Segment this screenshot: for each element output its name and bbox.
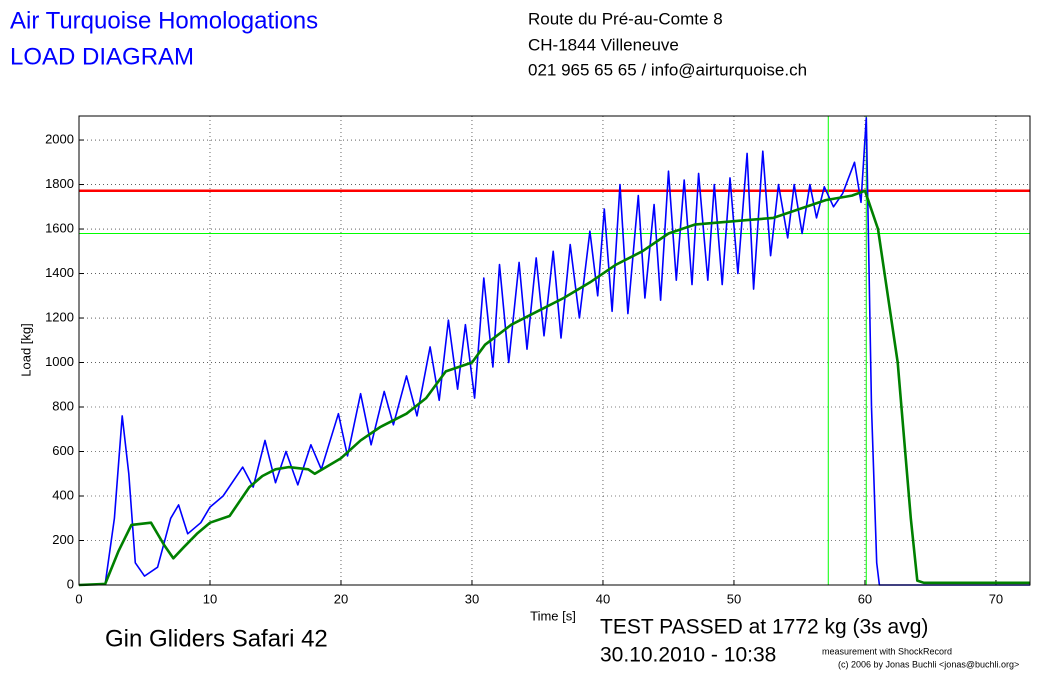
address: 021 965 65 65 / info@airturquoise.ch: [528, 60, 807, 79]
title: Air Turquoise Homologations: [10, 7, 318, 34]
series-line: [78, 117, 1030, 586]
x-tick-label: 0: [75, 591, 82, 606]
x-tick-label: 70: [989, 591, 1003, 606]
y-tick-label: 1400: [45, 265, 74, 280]
address: Route du Pré-au-Comte 8: [528, 9, 723, 28]
x-tick-label: 30: [465, 591, 479, 606]
date: 30.10.2010 - 10:38: [600, 644, 776, 667]
x-tick-label: 40: [596, 591, 610, 606]
credit: measurement with ShockRecord: [822, 646, 952, 656]
y-tick-label: 200: [52, 532, 74, 547]
y-tick-label: 800: [52, 398, 74, 413]
plot-area: [79, 116, 1030, 585]
series-line: [78, 189, 1030, 587]
x-tick-label: 20: [334, 591, 348, 606]
x-tick-label: 50: [727, 591, 741, 606]
plot-border: [78, 115, 1031, 586]
y-tick-label: 1600: [45, 220, 74, 235]
credit: (c) 2006 by Jonas Buchli <jonas@buchli.o…: [838, 659, 1019, 669]
y-tick-label: 1800: [45, 176, 74, 191]
address: CH-1844 Villeneuve: [528, 35, 679, 54]
y-tick-label: 400: [52, 487, 74, 502]
result: TEST PASSED at 1772 kg (3s avg): [600, 616, 928, 639]
x-tick-label: 10: [203, 591, 217, 606]
y-tick-label: 1000: [45, 354, 74, 369]
y-tick-label: 2000: [45, 131, 74, 146]
glider: Gin Gliders Safari 42: [105, 625, 328, 652]
x-label: Time [s]: [530, 608, 576, 623]
y-tick-label: 600: [52, 443, 74, 458]
y-tick-label: 0: [67, 576, 74, 591]
x-tick-label: 60: [858, 591, 872, 606]
y-tick-label: 1200: [45, 309, 74, 324]
subtitle: LOAD DIAGRAM: [10, 43, 194, 70]
y-label: Load [kg]: [18, 323, 33, 377]
